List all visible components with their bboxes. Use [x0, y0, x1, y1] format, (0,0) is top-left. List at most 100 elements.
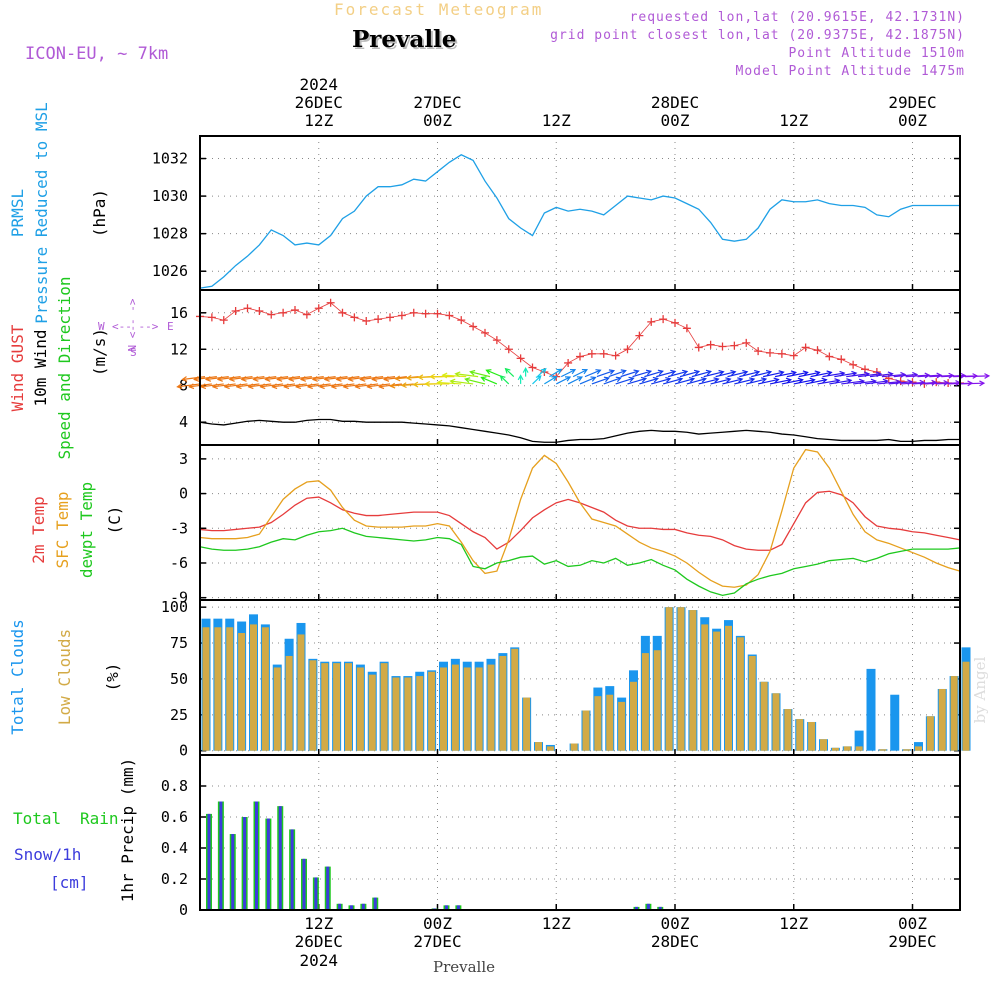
clouds-ylabel-total: Total Clouds: [8, 619, 27, 735]
gust-marker: [314, 304, 323, 313]
top-axis-date-label: 28DEC: [651, 93, 699, 112]
temperature-ytick-label: 0: [179, 485, 188, 503]
wind-direction-arrow: [864, 380, 888, 385]
wind-direction-arrow: [301, 376, 324, 381]
wind-direction-arrow: [722, 378, 743, 385]
gust-marker: [469, 322, 478, 331]
gust-marker: [397, 311, 406, 320]
gust-marker: [754, 347, 763, 356]
precip-snow-bar: [456, 905, 460, 910]
wind-direction-arrow: [253, 376, 277, 381]
wind-direction-arrowhead: [809, 377, 816, 384]
credit-watermark: by Angel: [971, 656, 989, 723]
wind-direction-arrowhead: [576, 376, 584, 382]
top-axis-hour-label: 00Z: [898, 111, 927, 130]
wind-direction-arrowhead: [608, 369, 616, 375]
clouds-ytick-label: 0: [179, 742, 188, 760]
wind-direction-arrow: [632, 370, 652, 378]
wind-direction-arrow: [876, 381, 901, 385]
top-axis-hour-label: 00Z: [661, 111, 690, 130]
gust-marker: [374, 315, 383, 324]
wind-direction-arrow: [888, 381, 912, 385]
low-cloud-bar: [748, 655, 756, 751]
wind-direction-arrowhead: [569, 368, 577, 375]
gust-marker: [611, 351, 620, 360]
wind-direction-arrowhead: [216, 376, 223, 382]
wind-direction-arrow: [307, 383, 331, 388]
pressure-ytick-label: 1026: [152, 262, 188, 280]
bottom-axis-hour-label: 00Z: [661, 914, 690, 933]
temp-line-sfc-temp: [199, 448, 961, 588]
wind-units: (m/s): [90, 328, 109, 376]
wind-ytick-label: 4: [179, 413, 188, 431]
wind-direction-arrowhead: [311, 376, 318, 382]
pressure-ylabel-msl: Pressure Reduced to MSL: [32, 102, 51, 324]
bottom-axis-hour-label: 12Z: [304, 914, 333, 933]
total-cloud-bar: [890, 694, 900, 751]
wind-direction-arrow: [248, 383, 272, 388]
wind-direction-arrowhead: [394, 375, 401, 382]
wind-direction-arrowhead: [749, 377, 756, 383]
wind-direction-arrowhead: [240, 376, 247, 382]
low-cloud-bar: [523, 697, 531, 751]
wind-direction-arrow: [686, 378, 706, 385]
precip-ytick-label: 0: [179, 901, 188, 919]
top-axis-date-label: 26DEC: [295, 93, 343, 112]
wind-direction-arrow: [834, 372, 857, 378]
precip-ytick-label: 0.4: [161, 839, 188, 857]
gust-marker: [445, 311, 454, 320]
gust-marker: [492, 336, 501, 345]
top-axis-hour-label: 00Z: [423, 111, 452, 130]
wind-direction-arrowhead: [730, 369, 737, 376]
temp-ylabel-2m: 2m Temp: [29, 496, 48, 563]
gust-marker: [481, 328, 489, 337]
wind-direction-arrowhead: [480, 376, 487, 382]
gust-marker: [849, 360, 858, 369]
wind-direction-arrowhead: [773, 377, 780, 384]
compass-east: E: [167, 320, 174, 333]
wind-direction-arrowhead: [821, 377, 828, 384]
wind-direction-arrowhead: [199, 383, 207, 390]
wind-direction-arrow: [455, 373, 479, 378]
bottom-axis-date-label: 26DEC: [295, 932, 343, 951]
wind-direction-arrowhead: [271, 383, 278, 390]
low-cloud-bar: [345, 663, 352, 751]
wind-direction-arrowhead: [924, 372, 931, 379]
gust-marker: [623, 345, 632, 354]
wind-direction-arrowhead: [790, 370, 798, 377]
gust-marker: [718, 342, 727, 351]
wind-direction-arrow: [437, 381, 462, 385]
low-cloud-bar: [499, 655, 507, 751]
wind-direction-arrow: [781, 379, 803, 385]
wind-direction-arrowhead: [330, 383, 337, 390]
wind-direction-arrow: [224, 383, 248, 388]
low-cloud-bar: [701, 624, 709, 751]
low-cloud-bar: [309, 660, 317, 751]
top-axis-date-label: 27DEC: [413, 93, 461, 112]
low-cloud-bar: [820, 739, 827, 751]
wind-direction-arrowhead: [931, 379, 938, 386]
wind-direction-arrow: [229, 376, 253, 381]
precip-snow-bar: [635, 906, 638, 910]
pressure-ytick-label: 1028: [152, 225, 188, 243]
low-cloud-bar: [962, 661, 970, 751]
wind-direction-arrowhead: [564, 376, 572, 382]
wind-direction-arrowhead: [400, 382, 407, 389]
bottom-axis-hour-label: 12Z: [542, 914, 571, 933]
wind-direction-arrow: [596, 370, 615, 378]
wind-direction-arrowhead: [464, 377, 471, 383]
low-cloud-bar: [226, 627, 234, 751]
wind-direction-arrowhead: [389, 382, 396, 389]
wind-direction-arrowhead: [412, 381, 419, 388]
wind-direction-arrowhead: [603, 376, 611, 383]
wind-direction-arrow: [841, 380, 864, 385]
wind-direction-arrow: [319, 383, 343, 388]
wind-direction-arrow: [751, 371, 772, 378]
wind-direction-arrowhead: [984, 373, 991, 379]
wind-direction-arrow: [555, 376, 571, 385]
low-cloud-bar: [582, 710, 590, 751]
wind-direction-arrowhead: [259, 383, 266, 390]
wind-direction-arrowhead: [378, 383, 385, 390]
precip-snow-bar: [338, 903, 342, 910]
wind-direction-arrowhead: [785, 377, 793, 384]
